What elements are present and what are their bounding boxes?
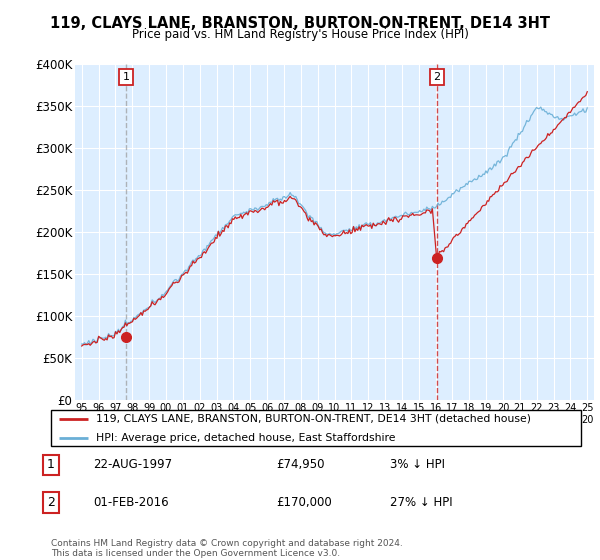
Text: 2: 2 xyxy=(433,72,440,82)
Text: HPI: Average price, detached house, East Staffordshire: HPI: Average price, detached house, East… xyxy=(97,432,396,442)
Text: 119, CLAYS LANE, BRANSTON, BURTON-ON-TRENT, DE14 3HT (detached house): 119, CLAYS LANE, BRANSTON, BURTON-ON-TRE… xyxy=(97,414,532,424)
Text: 01-FEB-2016: 01-FEB-2016 xyxy=(93,496,169,509)
Text: 1: 1 xyxy=(47,458,55,472)
Text: Contains HM Land Registry data © Crown copyright and database right 2024.
This d: Contains HM Land Registry data © Crown c… xyxy=(51,539,403,558)
FancyBboxPatch shape xyxy=(50,410,581,446)
Text: 3% ↓ HPI: 3% ↓ HPI xyxy=(390,458,445,472)
Text: 1: 1 xyxy=(123,72,130,82)
Text: 2: 2 xyxy=(47,496,55,509)
Text: £74,950: £74,950 xyxy=(276,458,325,472)
Text: £170,000: £170,000 xyxy=(276,496,332,509)
Text: Price paid vs. HM Land Registry's House Price Index (HPI): Price paid vs. HM Land Registry's House … xyxy=(131,28,469,41)
Text: 27% ↓ HPI: 27% ↓ HPI xyxy=(390,496,452,509)
Text: 119, CLAYS LANE, BRANSTON, BURTON-ON-TRENT, DE14 3HT: 119, CLAYS LANE, BRANSTON, BURTON-ON-TRE… xyxy=(50,16,550,31)
Text: 22-AUG-1997: 22-AUG-1997 xyxy=(93,458,172,472)
